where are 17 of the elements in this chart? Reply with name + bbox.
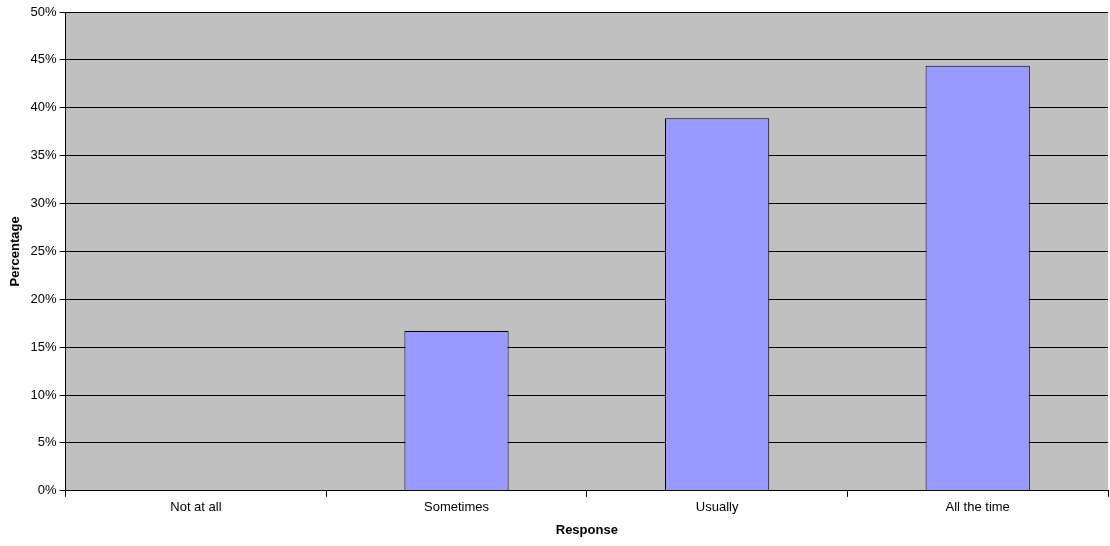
y-tick-label: 0%	[37, 482, 58, 498]
y-tick-label: 20%	[30, 290, 58, 306]
x-axis-title: Response	[555, 521, 618, 537]
y-tick-label: 40%	[30, 99, 58, 115]
x-tick-label: Sometimes	[424, 499, 490, 515]
y-axis-title: Percentage	[7, 216, 23, 287]
y-tick-label: 30%	[30, 195, 58, 211]
y-tick-label: 10%	[30, 386, 58, 402]
y-tick-label: 15%	[30, 338, 58, 354]
y-tick-label: 35%	[30, 147, 58, 163]
y-tick-label: 50%	[30, 3, 58, 19]
y-tick-label: 25%	[30, 242, 58, 258]
x-tick-label: Not at all	[170, 499, 222, 515]
y-tick-label: 5%	[37, 434, 58, 450]
x-tick-label: Usually	[695, 499, 739, 515]
x-tick-label: All the time	[945, 499, 1010, 515]
y-tick-label: 45%	[30, 51, 58, 67]
